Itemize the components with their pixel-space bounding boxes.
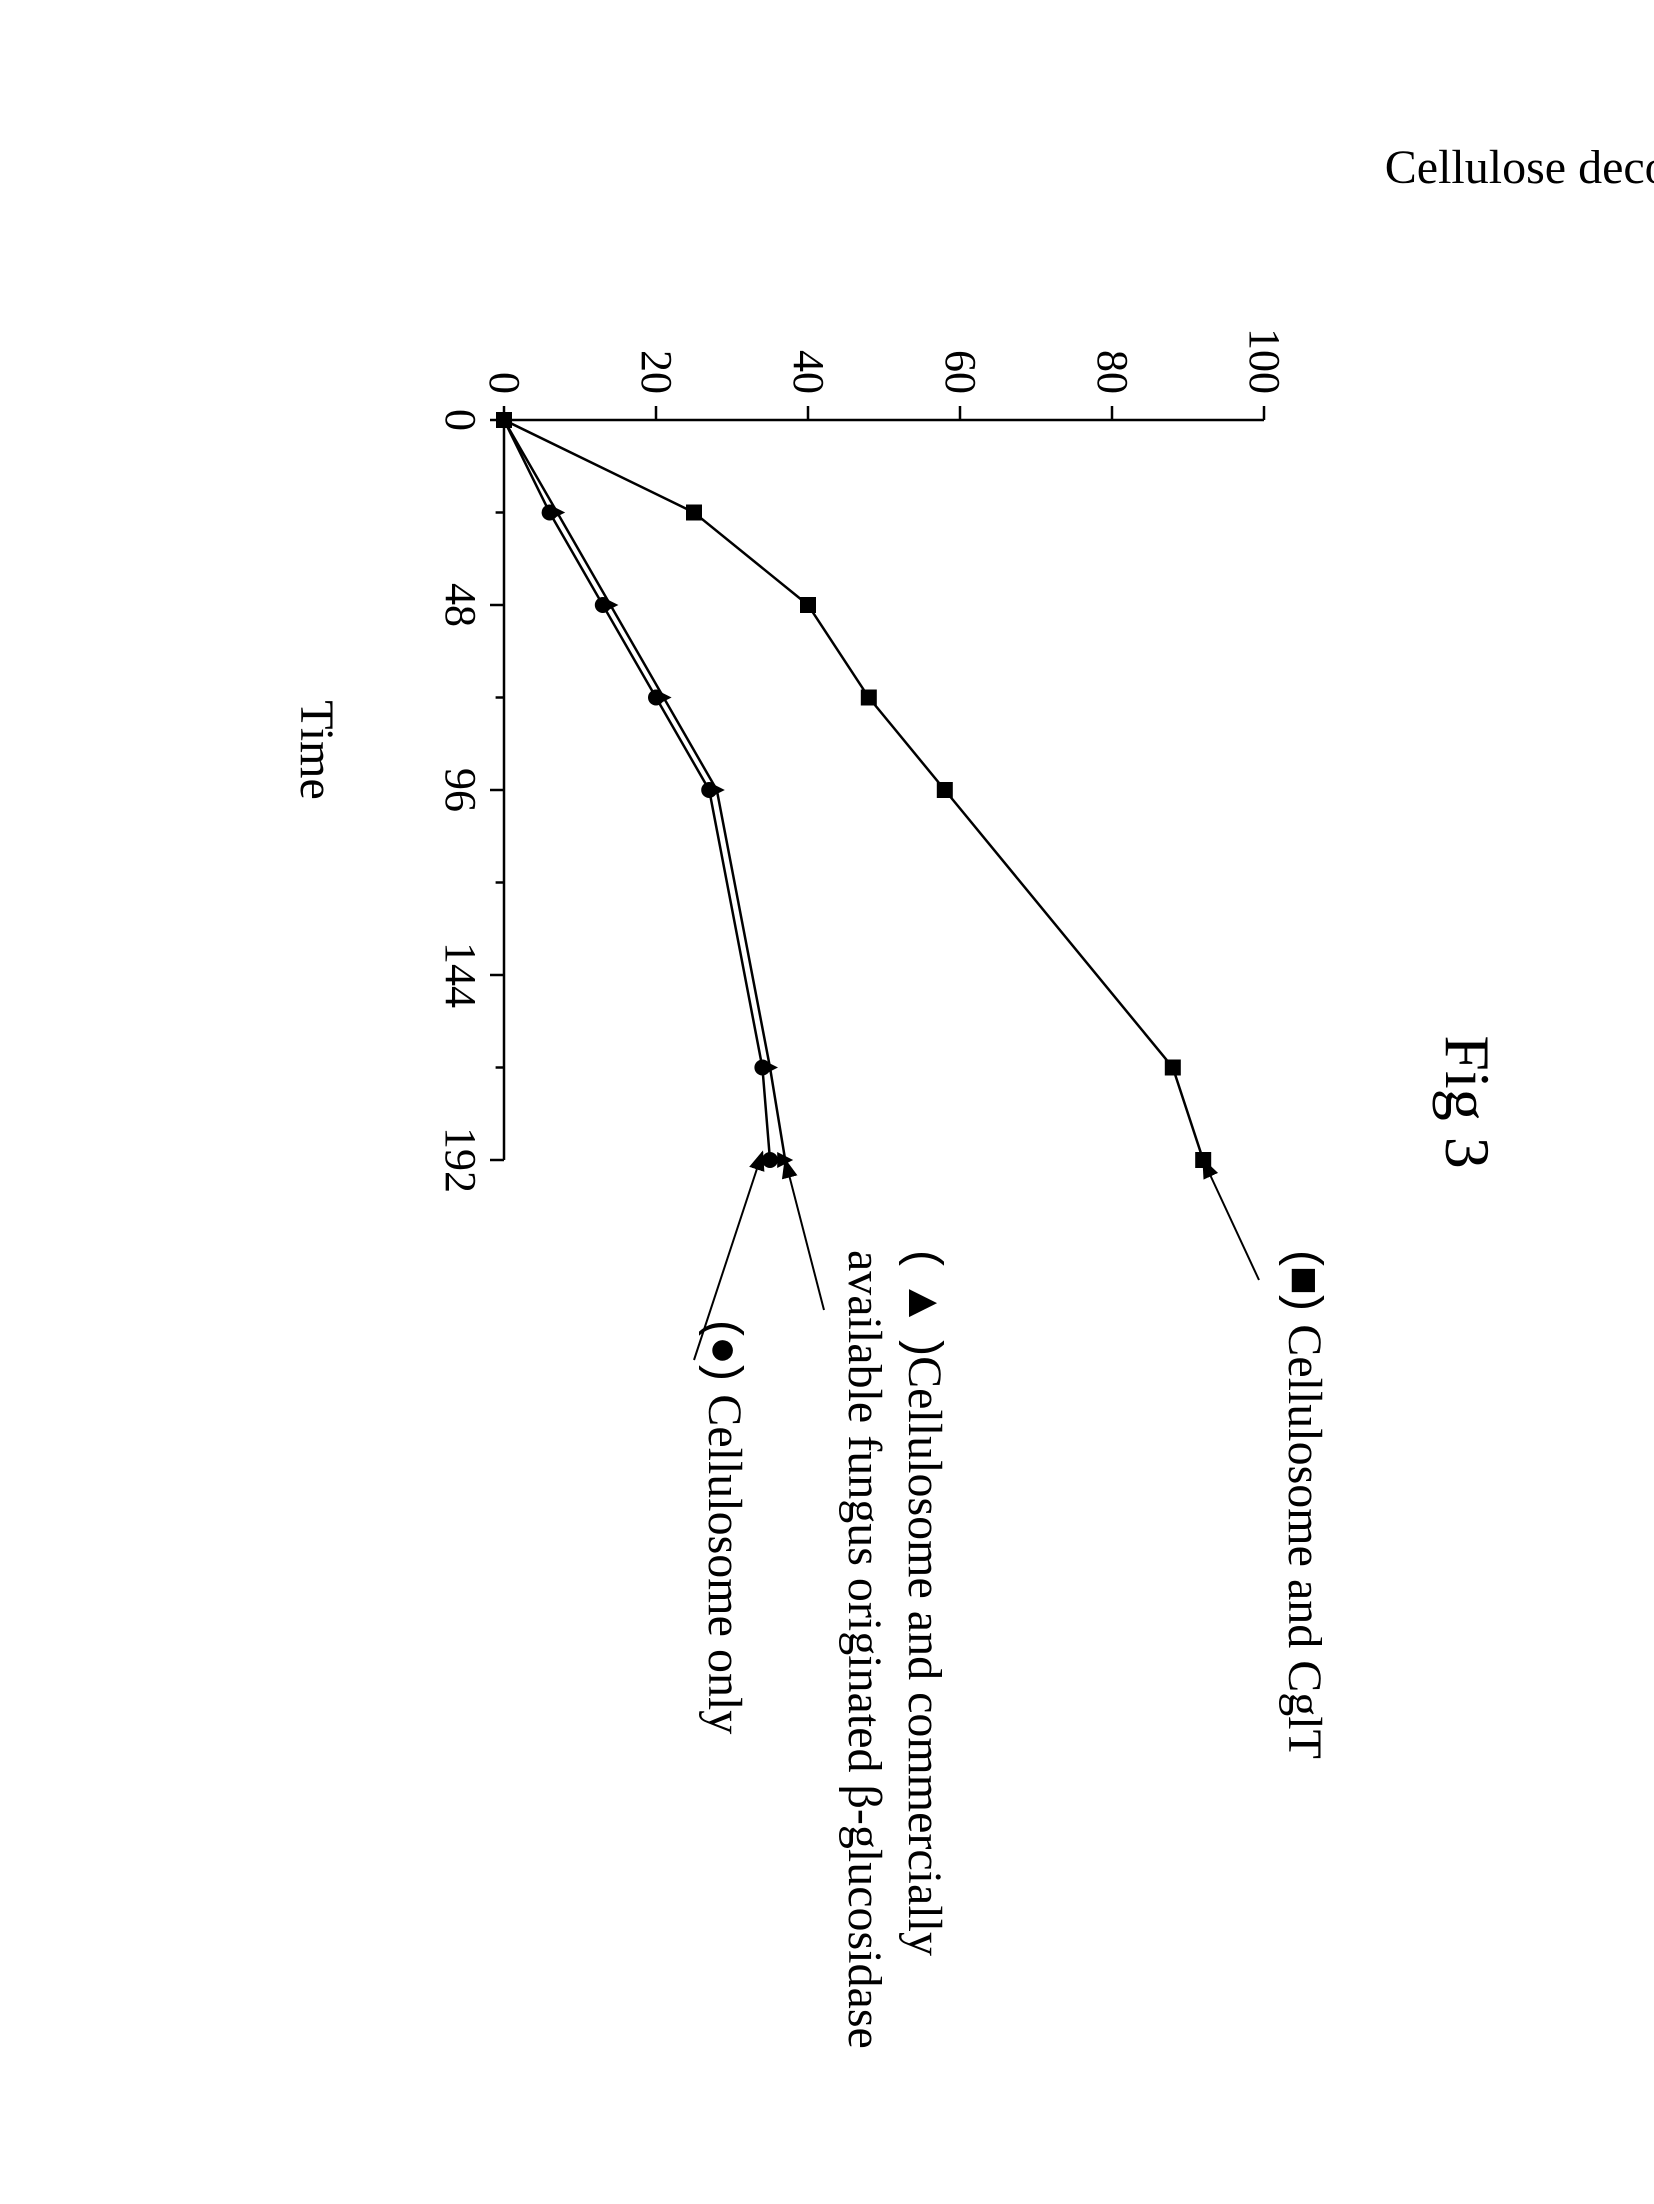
figure-title: Fig 3 <box>1430 0 1504 2204</box>
annotation-cglt-label: Cellulosome and CglT <box>1278 1324 1331 1759</box>
svg-text:100: 100 <box>1240 328 1289 394</box>
triangle-icon: ( ▲ ) <box>898 1250 951 1356</box>
y-axis-label: Cellulose decomposition rate % (w/w) <box>1304 140 1654 200</box>
svg-text:48: 48 <box>436 583 485 627</box>
annotation-fungus-label: Cellulosome and commercially available f… <box>838 1250 951 2049</box>
x-axis-label: Time <box>289 300 344 1200</box>
svg-text:0: 0 <box>480 372 529 394</box>
svg-text:80: 80 <box>1088 350 1137 394</box>
svg-text:192: 192 <box>436 1127 485 1193</box>
svg-text:144: 144 <box>436 942 485 1008</box>
svg-text:40: 40 <box>784 350 833 394</box>
annotation-cglt: (■) Cellulosome and CglT <box>1274 1250 1334 1759</box>
svg-text:20: 20 <box>632 350 681 394</box>
svg-text:60: 60 <box>936 350 985 394</box>
svg-text:0: 0 <box>436 409 485 431</box>
annotation-only-label: Cellulosome only <box>698 1394 751 1734</box>
annotation-only: (●) Cellulosome only <box>694 1320 754 1734</box>
annotation-fungus: ( ▲ )Cellulosome and commercially availa… <box>834 1250 954 2130</box>
svg-text:96: 96 <box>436 768 485 812</box>
plot-svg: 0 20 40 60 80 100 0 48 96 144 192 <box>404 300 1304 1200</box>
square-icon: (■) <box>1278 1250 1331 1324</box>
chart-area: 0 20 40 60 80 100 0 48 96 144 192 <box>404 300 1304 1200</box>
circle-icon: (●) <box>698 1320 751 1394</box>
